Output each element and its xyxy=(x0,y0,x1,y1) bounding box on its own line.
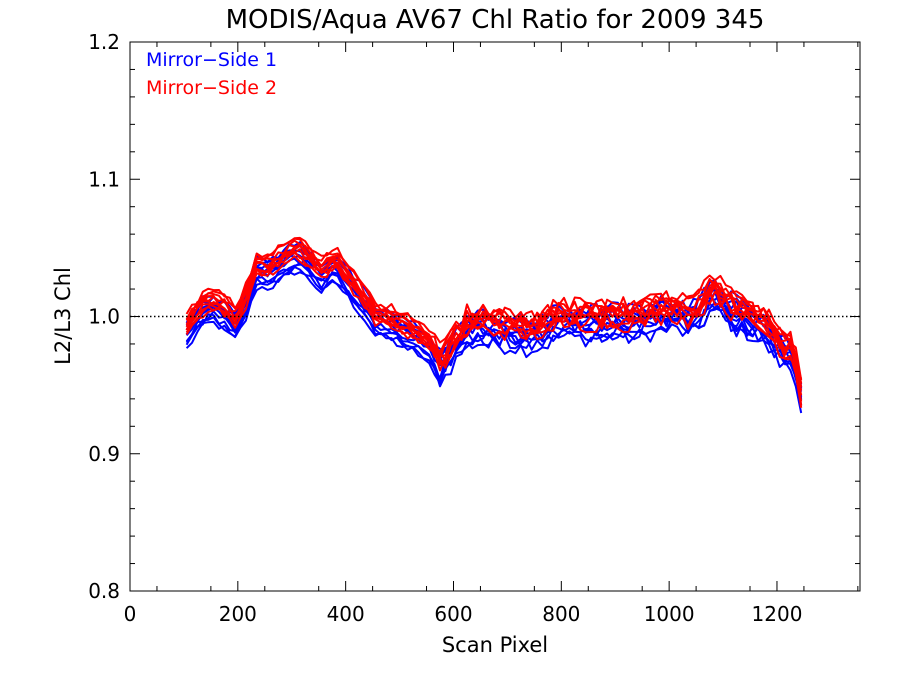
series-line-2-3 xyxy=(185,250,803,402)
series-line-2-10 xyxy=(185,236,803,381)
series-line-2-8 xyxy=(185,239,803,380)
x-tick-label: 400 xyxy=(327,602,365,626)
x-tick-label: 1200 xyxy=(752,602,803,626)
chart-title: MODIS/Aqua AV67 Chl Ratio for 2009 345 xyxy=(226,5,765,35)
x-tick-label: 0 xyxy=(124,602,137,626)
y-tick-label: 0.8 xyxy=(88,579,120,603)
ticks-layer: 0 200 400 600 800 1000 1200 0.8 0.9 1.0 1.1 1.2 xyxy=(88,30,860,626)
x-tick-label: 600 xyxy=(434,602,472,626)
x-axis-label: Scan Pixel xyxy=(442,633,548,657)
y-tick-label: 1.2 xyxy=(88,30,120,54)
legend-item-mirror-side-1: Mirror−Side 1 xyxy=(146,49,277,71)
series-layer xyxy=(185,236,803,414)
legend: Mirror−Side 1 Mirror−Side 2 xyxy=(146,49,277,99)
x-tick-label: 800 xyxy=(542,602,580,626)
legend-item-mirror-side-2: Mirror−Side 2 xyxy=(146,77,277,99)
x-tick-label: 200 xyxy=(219,602,257,626)
y-tick-label: 1.1 xyxy=(88,167,120,191)
y-axis-label: L2/L3 Chl xyxy=(51,267,75,365)
y-tick-label: 0.9 xyxy=(88,442,120,466)
x-tick-label: 1000 xyxy=(644,602,695,626)
y-tick-label: 1.0 xyxy=(88,305,120,329)
series-line-1-3 xyxy=(185,262,803,398)
